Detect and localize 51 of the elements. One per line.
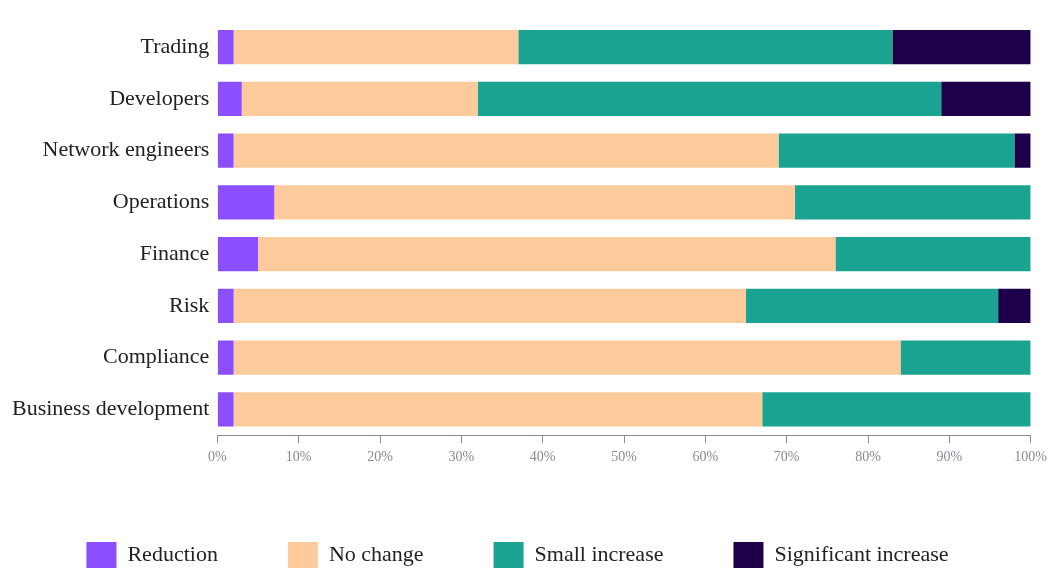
bar: [477, 81, 942, 116]
bar: [241, 81, 478, 116]
bar: [233, 133, 779, 168]
bar: [835, 237, 1031, 272]
bar: [217, 392, 234, 427]
x-tick-label: 20%: [367, 449, 394, 465]
bar: [217, 340, 234, 375]
y-tick-label: Developers: [109, 84, 210, 110]
bar: [233, 340, 901, 375]
x-tick-label: 30%: [448, 449, 475, 465]
bar: [941, 81, 1031, 116]
bar: [1014, 133, 1031, 168]
x-tick-label: 60%: [692, 449, 719, 465]
legend-label: Reduction: [127, 540, 218, 566]
y-tick-label: Operations: [112, 188, 210, 214]
bar: [217, 185, 275, 220]
bar: [274, 185, 795, 220]
bar: [762, 392, 1031, 427]
bar: [900, 340, 1031, 375]
legend-label: Significant increase: [774, 540, 949, 566]
bar: [746, 288, 999, 323]
x-tick-label: 10%: [285, 449, 312, 465]
y-tick-label: Risk: [169, 291, 210, 317]
x-tick-label: 100%: [1014, 449, 1048, 465]
bar: [258, 237, 836, 272]
x-tick-label: 40%: [529, 449, 556, 465]
bar: [217, 133, 234, 168]
bar: [217, 81, 242, 116]
x-tick-label: 0%: [208, 449, 228, 465]
bar: [217, 288, 234, 323]
y-tick-label: Network engineers: [42, 136, 210, 162]
x-tick-label: 90%: [936, 449, 963, 465]
bar: [998, 288, 1031, 323]
legend-label: Small increase: [534, 540, 664, 566]
bar: [518, 30, 893, 65]
bar: [233, 392, 763, 427]
x-tick-label: 70%: [773, 449, 800, 465]
y-tick-label: Finance: [139, 239, 210, 265]
x-tick-label: 80%: [855, 449, 882, 465]
bar: [778, 133, 1015, 168]
x-tick-label: 50%: [611, 449, 638, 465]
bar: [217, 237, 259, 272]
bar: [217, 30, 234, 65]
bar: [794, 185, 1031, 220]
bar: [233, 288, 747, 323]
y-tick-label: Business development: [11, 395, 210, 421]
y-tick-label: Compliance: [103, 343, 210, 369]
bar: [892, 30, 1031, 65]
y-tick-label: Trading: [140, 32, 210, 58]
legend-label: No change: [328, 540, 424, 566]
bar: [233, 30, 519, 65]
